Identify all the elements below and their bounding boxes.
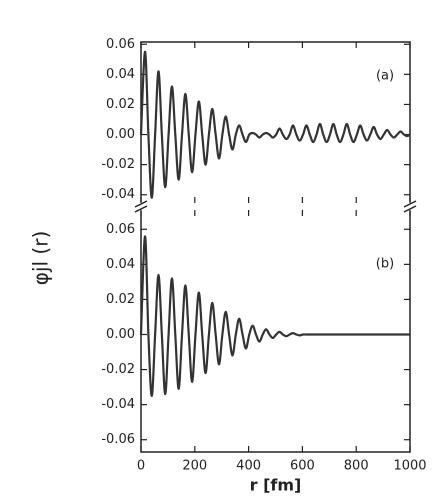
y-tick-label: 0.02	[106, 292, 135, 307]
y-tick-label: -0.04	[101, 187, 135, 202]
y-tick-label: -0.02	[101, 157, 135, 172]
panel-a-frame	[140, 41, 411, 204]
y-tick-label: -0.06	[101, 432, 135, 447]
panel-label: (a)	[376, 69, 394, 84]
y-tick-label: 0.00	[106, 127, 135, 142]
panel-label: (b)	[376, 257, 394, 272]
x-tick-label: 600	[290, 459, 315, 474]
y-tick-label: 0.04	[106, 257, 135, 272]
x-tick-label: 1000	[393, 459, 426, 474]
y-tick-label: 0.04	[106, 67, 135, 82]
x-tick-label: 800	[344, 459, 369, 474]
x-tick-label: 400	[236, 459, 261, 474]
x-axis-label: r [fm]	[250, 476, 302, 495]
axis-break	[130, 200, 420, 213]
x-tick-label: 0	[137, 459, 145, 474]
y-tick-label: 0.00	[106, 327, 135, 342]
y-tick-label: -0.04	[101, 397, 135, 412]
y-tick-label: 0.02	[106, 97, 135, 112]
y-tick-label: 0.06	[106, 37, 135, 52]
y-tick-label: 0.06	[106, 222, 135, 237]
x-tick-label: 200	[182, 459, 207, 474]
wave-line	[139, 50, 411, 199]
y-tick-label: -0.02	[101, 362, 135, 377]
y-axis-label: φjl (r)	[29, 231, 53, 286]
wave-line	[139, 235, 410, 397]
